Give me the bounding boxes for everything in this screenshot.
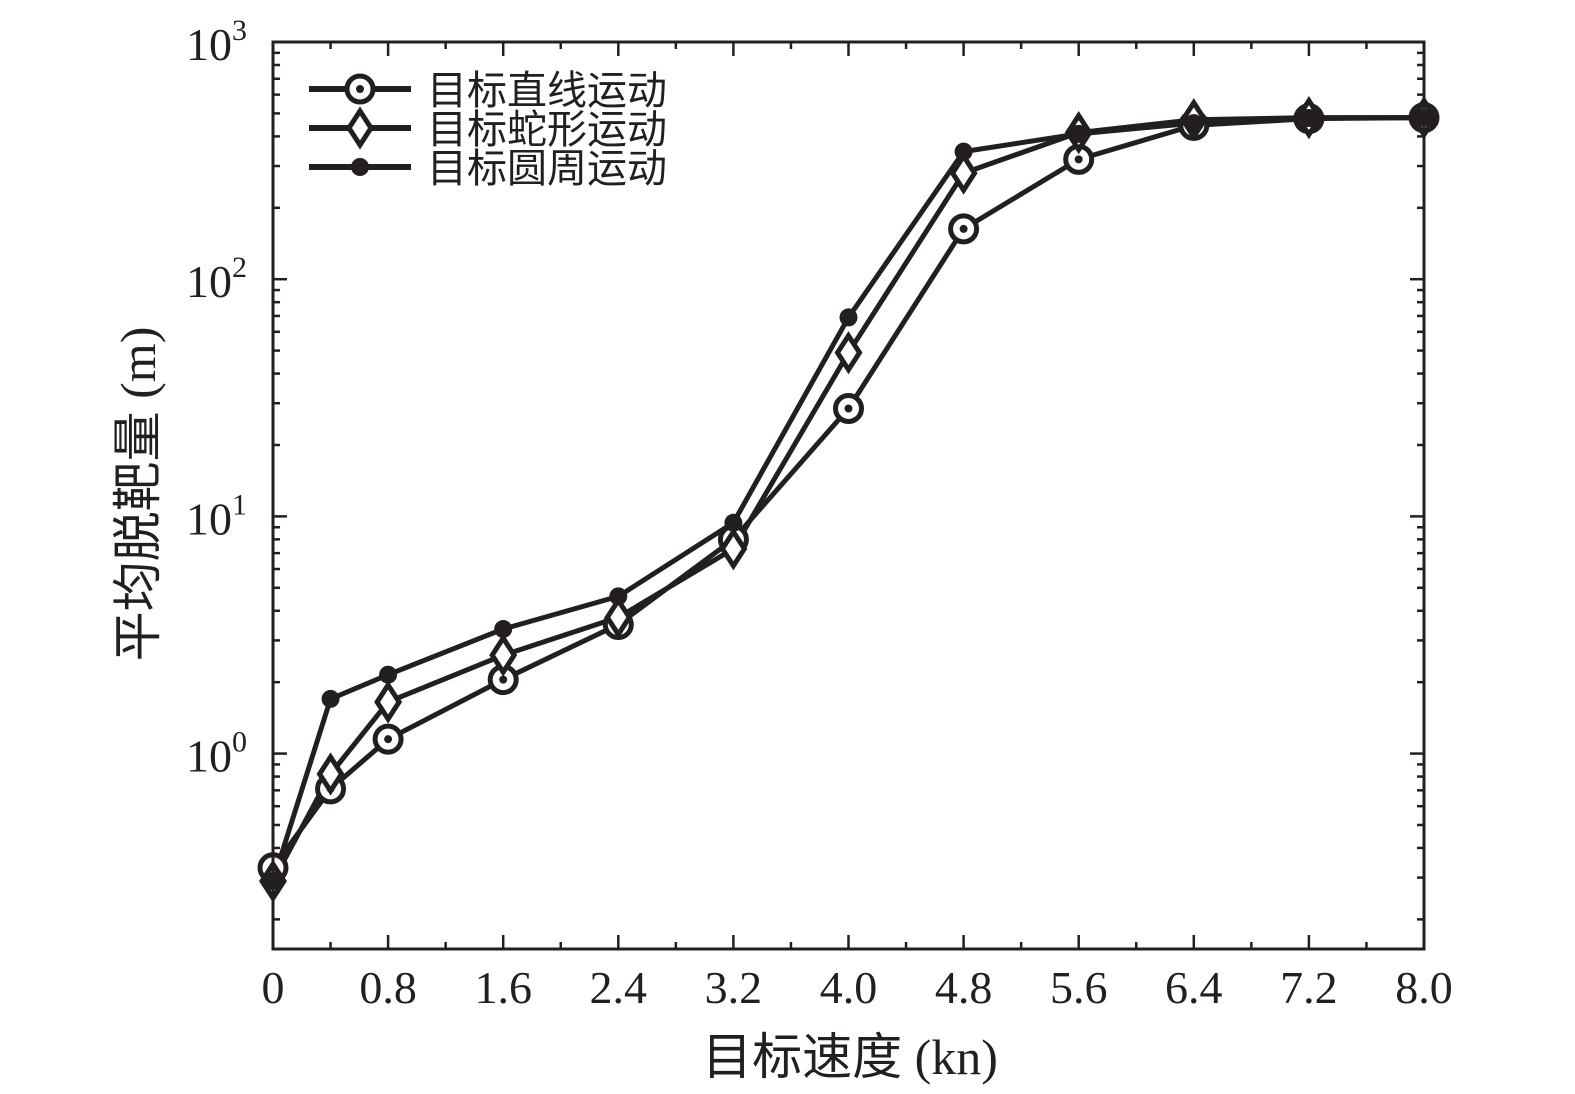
x-tick-label: 0 — [262, 962, 285, 1013]
data-point — [1184, 114, 1203, 133]
data-point — [724, 513, 743, 532]
data-point — [719, 527, 748, 571]
x-tick-label: 3.2 — [705, 962, 763, 1013]
data-point — [379, 665, 398, 684]
x-tick-label: 6.4 — [1165, 962, 1223, 1013]
data-point-center — [959, 224, 968, 233]
legend-label: 目标圆周运动 — [427, 146, 667, 191]
legend-marker-center — [356, 85, 364, 93]
series-3 — [270, 115, 1425, 882]
y-tick-label: 100 — [186, 726, 247, 782]
y-tick-label: 102 — [186, 251, 247, 307]
data-point — [374, 680, 403, 724]
legend-label: 目标直线运动 — [427, 68, 667, 113]
series-2 — [270, 115, 1424, 883]
series-line — [270, 115, 1425, 882]
data-point — [954, 142, 973, 161]
series-1-markers — [257, 102, 1440, 884]
data-point — [609, 587, 628, 606]
x-tick-label: 0.8 — [359, 962, 417, 1013]
data-point — [321, 689, 340, 708]
data-point — [1299, 109, 1318, 128]
data-point-center — [844, 404, 853, 413]
y-axis-title: 平均脱靶量 (m) — [110, 327, 166, 662]
x-tick-label: 8.0 — [1395, 962, 1453, 1013]
data-point-center — [499, 675, 508, 684]
data-point-center — [1074, 155, 1083, 164]
x-tick-label: 7.2 — [1280, 962, 1338, 1013]
series-1 — [270, 115, 1425, 870]
series-2-markers — [259, 96, 1438, 903]
x-tick-label: 2.4 — [590, 962, 648, 1013]
legend-marker — [346, 106, 374, 150]
data-point-center — [384, 735, 393, 744]
data-point — [1069, 124, 1088, 143]
series-line — [270, 115, 1425, 870]
y-tick-label: 103 — [186, 14, 247, 70]
x-tick-label: 4.0 — [820, 962, 878, 1013]
series-line — [270, 115, 1424, 883]
data-point — [316, 752, 345, 796]
data-point — [489, 633, 518, 677]
x-tick-label: 4.8 — [935, 962, 993, 1013]
x-tick-label: 5.6 — [1050, 962, 1108, 1013]
legend-marker — [351, 158, 369, 176]
legend-label: 目标蛇形运动 — [427, 107, 667, 152]
data-point — [494, 620, 513, 639]
plot-frame — [271, 40, 1426, 951]
x-tick-label: 1.6 — [474, 962, 532, 1013]
data-point — [839, 308, 858, 327]
x-axis-title: 目标速度 (kn) — [702, 1029, 998, 1085]
data-point — [604, 595, 633, 640]
data-point — [949, 151, 978, 195]
data-point — [834, 331, 863, 375]
y-tick-label: 101 — [186, 488, 247, 544]
series-3-markers — [264, 108, 1433, 891]
